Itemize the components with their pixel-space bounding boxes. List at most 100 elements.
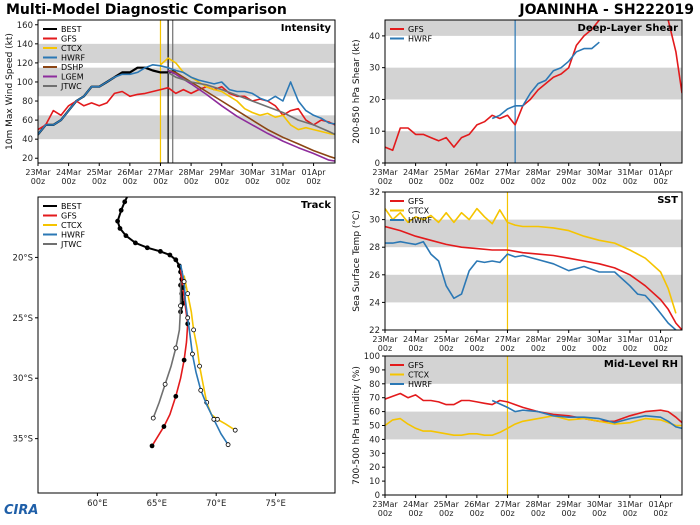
sst-xtick-label: 00z: [531, 344, 545, 353]
intensity-ytick-label: 160: [17, 21, 33, 31]
rh-xtick-label: 26Mar: [464, 500, 490, 509]
intensity-ytick-label: 140: [17, 40, 33, 50]
intensity-ytick-label: 80: [22, 97, 33, 107]
track-point-hwrf: [185, 315, 191, 321]
rh-xtick-label: 00z: [470, 509, 484, 518]
sst-band: [385, 274, 682, 303]
intensity-xtick-label: 24Mar: [56, 168, 82, 177]
track-title: Track: [301, 200, 331, 211]
intensity-legend-label: BEST: [61, 25, 82, 34]
shear-title: Deep-Layer Shear: [578, 23, 679, 34]
intensity-xtick-label: 00z: [123, 177, 137, 186]
track-point-best: [133, 240, 138, 246]
rh-ylabel: 700-500 hPa Humidity (%): [352, 366, 362, 485]
rh-xtick-label: 01Apr: [649, 500, 674, 509]
rh-ytick-label: 100: [364, 352, 380, 362]
sst-xtick-label: 23Mar: [372, 335, 398, 344]
intensity-ytick-label: 100: [17, 78, 33, 88]
track-xtick-label: 65°E: [147, 499, 167, 509]
track-xtick-label: 60°E: [87, 499, 107, 509]
rh-band: [385, 411, 682, 440]
sst-ylabel: Sea Surface Temp (°C): [352, 210, 362, 311]
shear-ytick-label: 10: [369, 127, 380, 137]
intensity-legend-label: GFS: [61, 35, 77, 44]
shear-xtick-label: 23Mar: [372, 168, 398, 177]
sst-legend-label: CTCX: [408, 207, 430, 216]
shear-band: [385, 131, 682, 163]
shear-legend-label: GFS: [408, 25, 424, 34]
intensity-xtick-label: 00z: [92, 177, 106, 186]
sst-xtick-label: 01Apr: [649, 335, 674, 344]
track-point-jtwc: [150, 415, 156, 421]
track-point-jtwc: [173, 345, 179, 351]
intensity-xtick-label: 00z: [31, 177, 45, 186]
intensity-frame: [37, 19, 336, 164]
track-point-gfs: [161, 424, 167, 429]
sst-xtick-label: 28Mar: [525, 335, 551, 344]
track-ytick-label: 20°S: [13, 253, 33, 263]
rh-title: Mid-Level RH: [604, 359, 678, 370]
intensity-xtick-label: 26Mar: [117, 168, 143, 177]
intensity-xtick-label: 29Mar: [209, 168, 235, 177]
intensity-xtick-label: 00z: [61, 177, 75, 186]
track-point-jtwc: [162, 381, 168, 387]
intensity-xtick-label: 00z: [276, 177, 290, 186]
track-frame: [37, 196, 336, 494]
shear-xtick-label: 00z: [408, 177, 422, 186]
sst-series-gfs: [385, 225, 682, 330]
track-legend-label: CTCX: [61, 221, 83, 230]
rh-ytick-label: 50: [369, 422, 380, 432]
sst-xtick-label: 00z: [653, 344, 667, 353]
rh-xtick-label: 00z: [531, 509, 545, 518]
track-series-group: [115, 197, 238, 449]
intensity-legend-label: LGEM: [61, 73, 84, 82]
track-point-best: [167, 252, 173, 258]
shear-xtick-label: 00z: [623, 177, 637, 186]
track-point-gfs: [149, 443, 155, 449]
intensity-ytick-label: 60: [22, 116, 33, 126]
track-point-best: [157, 248, 163, 254]
rh-ytick-label: 10: [369, 477, 380, 487]
sst-ytick-label: 26: [369, 271, 380, 281]
shear-xtick-label: 00z: [500, 177, 514, 186]
sst-xtick-label: 00z: [562, 344, 576, 353]
intensity-xtick-label: 28Mar: [178, 168, 204, 177]
track-point-gfs: [173, 393, 179, 399]
intensity-legend-label: DSHP: [61, 63, 83, 72]
rh-legend-label: CTCX: [408, 371, 430, 380]
intensity-xtick-label: 25Mar: [87, 168, 113, 177]
track-ytick-label: 25°S: [13, 314, 33, 324]
rh-ytick-label: 30: [369, 449, 380, 459]
track-point-jtwc: [178, 303, 183, 309]
shear-panel: 01020304023Mar00z24Mar00z25Mar00z26Mar00…: [352, 19, 683, 186]
sst-ytick-label: 32: [369, 188, 380, 198]
sst-xtick-label: 25Mar: [434, 335, 460, 344]
shear-ytick-label: 0: [375, 159, 380, 169]
intensity-panel: 2040608010012014016023Mar00z24Mar00z25Ma…: [5, 19, 336, 186]
intensity-legend-label: JTWC: [60, 82, 82, 91]
storm-name: JOANINHA - SH222019: [519, 2, 694, 18]
shear-band: [385, 67, 682, 100]
intensity-legend-label: HWRF: [61, 54, 85, 63]
shear-frame: [384, 19, 683, 164]
intensity-xtick-label: 23Mar: [25, 168, 51, 177]
rh-ytick-label: 40: [369, 435, 380, 445]
track-panel: 60°E 65°E 70°E 75°E 20°S 25°S 30°S 35°S Track BES…: [13, 196, 336, 509]
track-point-hwrf: [198, 387, 204, 393]
sst-xtick-label: 00z: [470, 344, 484, 353]
intensity-ylabel: 10m Max Wind Speed (kt): [5, 33, 15, 150]
sst-frame: [384, 191, 683, 331]
intensity-ytick-label: 40: [22, 135, 33, 145]
rh-band: [385, 356, 682, 384]
sst-xtick-label: 00z: [439, 344, 453, 353]
track-point-best: [173, 257, 179, 263]
sst-xtick-label: 27Mar: [495, 335, 521, 344]
track-point-gfs: [181, 357, 187, 363]
rh-xtick-label: 30Mar: [587, 500, 613, 509]
track-legend-label: JTWC: [60, 240, 82, 249]
rh-ytick-label: 60: [369, 408, 380, 418]
intensity-xtick-label: 27Mar: [148, 168, 174, 177]
shear-ytick-label: 40: [369, 32, 380, 42]
sst-xtick-label: 24Mar: [403, 335, 429, 344]
intensity-ytick-label: 20: [22, 154, 33, 164]
